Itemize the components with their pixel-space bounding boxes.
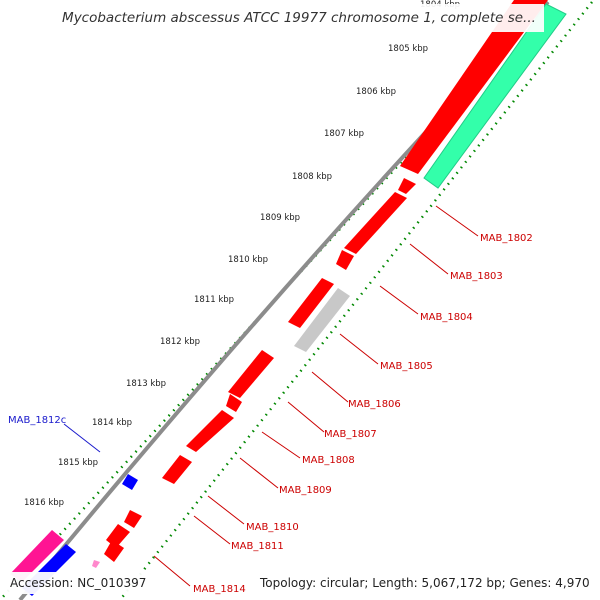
gene-label-mab-1805[interactable]: MAB_1805 [380,361,433,372]
gene-label-mab-1807[interactable]: MAB_1807 [324,429,377,440]
gene-label-mab-1803[interactable]: MAB_1803 [450,271,503,282]
gene-mab-1808[interactable] [186,410,234,452]
gene-label-mab-1804[interactable]: MAB_1804 [420,312,473,323]
kbp-label: 1812 kbp [160,337,200,347]
gene-arrows [92,178,416,568]
gene-mab-1801[interactable] [400,0,548,174]
inner-tick-rail [119,1,593,600]
label-leader-lines [63,205,479,587]
kbp-label: 1807 kbp [324,129,364,139]
map-title: Mycobacterium abscessus ATCC 19977 chrom… [54,4,544,32]
gene-mab-1812[interactable] [104,540,124,562]
gene-mab-1810[interactable] [124,510,142,528]
gene-mab-1805[interactable] [294,288,350,352]
kbp-label: 1808 kbp [292,172,332,182]
gene-mab-1802[interactable] [398,178,416,194]
gene-mab-1803b[interactable] [336,250,354,270]
gene-mab-1806[interactable] [228,350,274,398]
gene-label-mab-1806[interactable]: MAB_1806 [348,399,401,410]
gene-label-mab-1814[interactable]: MAB_1814 [193,584,246,595]
gene-label-mab-1812c[interactable]: MAB_1812c [8,415,66,426]
gene-label-mab-1808[interactable]: MAB_1808 [302,455,355,466]
kbp-label: 1816 kbp [24,498,64,508]
gene-mab-1804[interactable] [288,278,334,328]
gene-pink-large[interactable] [10,530,64,582]
accession-text: Accession: NC_010397 [6,572,151,594]
gene-mab-1812c[interactable] [122,474,138,490]
kbp-label: 1805 kbp [388,44,428,54]
gene-mab-1803[interactable] [344,192,407,254]
kbp-label: 1811 kbp [194,295,234,305]
kbp-label: 1809 kbp [260,213,300,223]
gene-label-mab-1809[interactable]: MAB_1809 [279,485,332,496]
kbp-label: 1806 kbp [356,87,396,97]
kbp-label: 1813 kbp [126,379,166,389]
kbp-label: 1814 kbp [92,418,132,428]
gene-mab-1809[interactable] [162,455,192,484]
gene-mab-1807[interactable] [226,394,242,412]
gene-teal-feature[interactable] [423,3,567,189]
summary-text: Topology: circular; Length: 5,067,172 bp… [256,572,594,594]
gene-label-mab-1811[interactable]: MAB_1811 [231,541,284,552]
gene-label-mab-1810[interactable]: MAB_1810 [246,522,299,533]
gene-label-mab-1802[interactable]: MAB_1802 [480,233,533,244]
kbp-label: 1810 kbp [228,255,268,265]
kbp-label: 1815 kbp [58,458,98,468]
gene-pink-small[interactable] [92,560,100,568]
